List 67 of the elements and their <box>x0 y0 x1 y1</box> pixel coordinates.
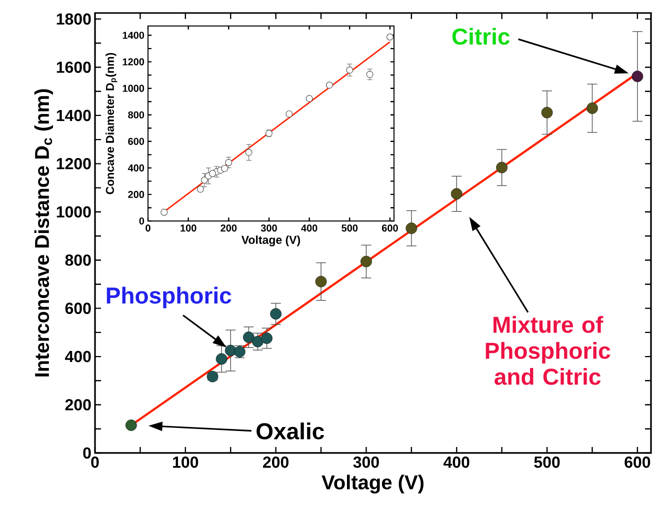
y-tick-label: 1200 <box>122 58 144 66</box>
point <box>242 332 254 343</box>
point <box>196 186 204 193</box>
x-tick-label: 300 <box>260 224 277 232</box>
y-tick-label: 600 <box>65 302 91 314</box>
point <box>225 158 232 166</box>
point <box>306 95 313 102</box>
y-tick-label: 400 <box>65 350 91 362</box>
point <box>450 188 462 200</box>
x-tick-label: 400 <box>301 224 318 232</box>
point <box>286 110 293 118</box>
point <box>221 164 228 172</box>
y-tick-label: 200 <box>128 190 144 198</box>
point <box>245 148 252 156</box>
y-axis-title: Concave Diameter D$_{p}$(nm) <box>106 52 118 194</box>
point <box>496 162 508 174</box>
x-tick-label: 100 <box>173 456 198 468</box>
point <box>315 276 327 288</box>
point <box>270 308 282 320</box>
y-tick-label: 800 <box>65 254 91 266</box>
x-tick-label: 300 <box>353 456 379 468</box>
x-tick-label: 0 <box>91 456 99 468</box>
y-tick-label: 200 <box>65 399 91 410</box>
annotation: Mixture of Phosphoric and Citric <box>486 316 610 385</box>
point <box>326 82 333 89</box>
x-tick-label: 0 <box>146 224 150 232</box>
y-axis-title: Interconcave Distance D$_{c}$ (nm) <box>34 89 54 376</box>
point <box>125 420 137 431</box>
y-tick-label: 1000 <box>56 206 91 218</box>
x-tick-label: 600 <box>382 224 398 232</box>
x-tick-label: 200 <box>263 456 288 468</box>
y-tick-label: 1200 <box>56 158 91 170</box>
y-tick-label: 0 <box>83 447 91 459</box>
point <box>406 222 418 234</box>
y-tick-label: 800 <box>128 111 144 118</box>
y-tick-label: 600 <box>128 138 144 145</box>
point <box>224 344 236 356</box>
annotation: Citric <box>452 28 510 45</box>
point <box>386 34 394 41</box>
point <box>160 208 168 216</box>
x-tick-label: 500 <box>342 224 358 232</box>
point <box>586 102 598 114</box>
x-tick-label: 100 <box>180 224 196 232</box>
x-tick-label: 500 <box>534 456 560 468</box>
point <box>209 170 216 177</box>
x-tick-label: 400 <box>444 456 470 468</box>
point <box>216 353 228 365</box>
point <box>346 66 354 74</box>
annotation: Phosphoric <box>106 286 232 308</box>
y-tick-label: 1400 <box>56 110 91 122</box>
point <box>366 70 374 78</box>
y-tick-label: 1400 <box>122 32 144 39</box>
x-axis-title: Voltage (V) <box>241 235 300 246</box>
y-tick-label: 1800 <box>56 13 91 25</box>
point <box>541 106 553 118</box>
y-tick-label: 0 <box>139 217 144 225</box>
y-tick-label: 1000 <box>122 84 144 92</box>
y-tick-label: 1600 <box>56 62 91 73</box>
x-axis-title: Voltage (V) <box>322 474 424 494</box>
point <box>261 332 272 344</box>
x-tick-label: 200 <box>220 224 237 232</box>
point <box>632 70 644 82</box>
x-tick-label: 600 <box>624 456 650 468</box>
point <box>360 256 372 268</box>
annotation: Oxalic <box>256 422 324 440</box>
point <box>252 336 264 348</box>
y-tick-label: 400 <box>128 164 144 172</box>
